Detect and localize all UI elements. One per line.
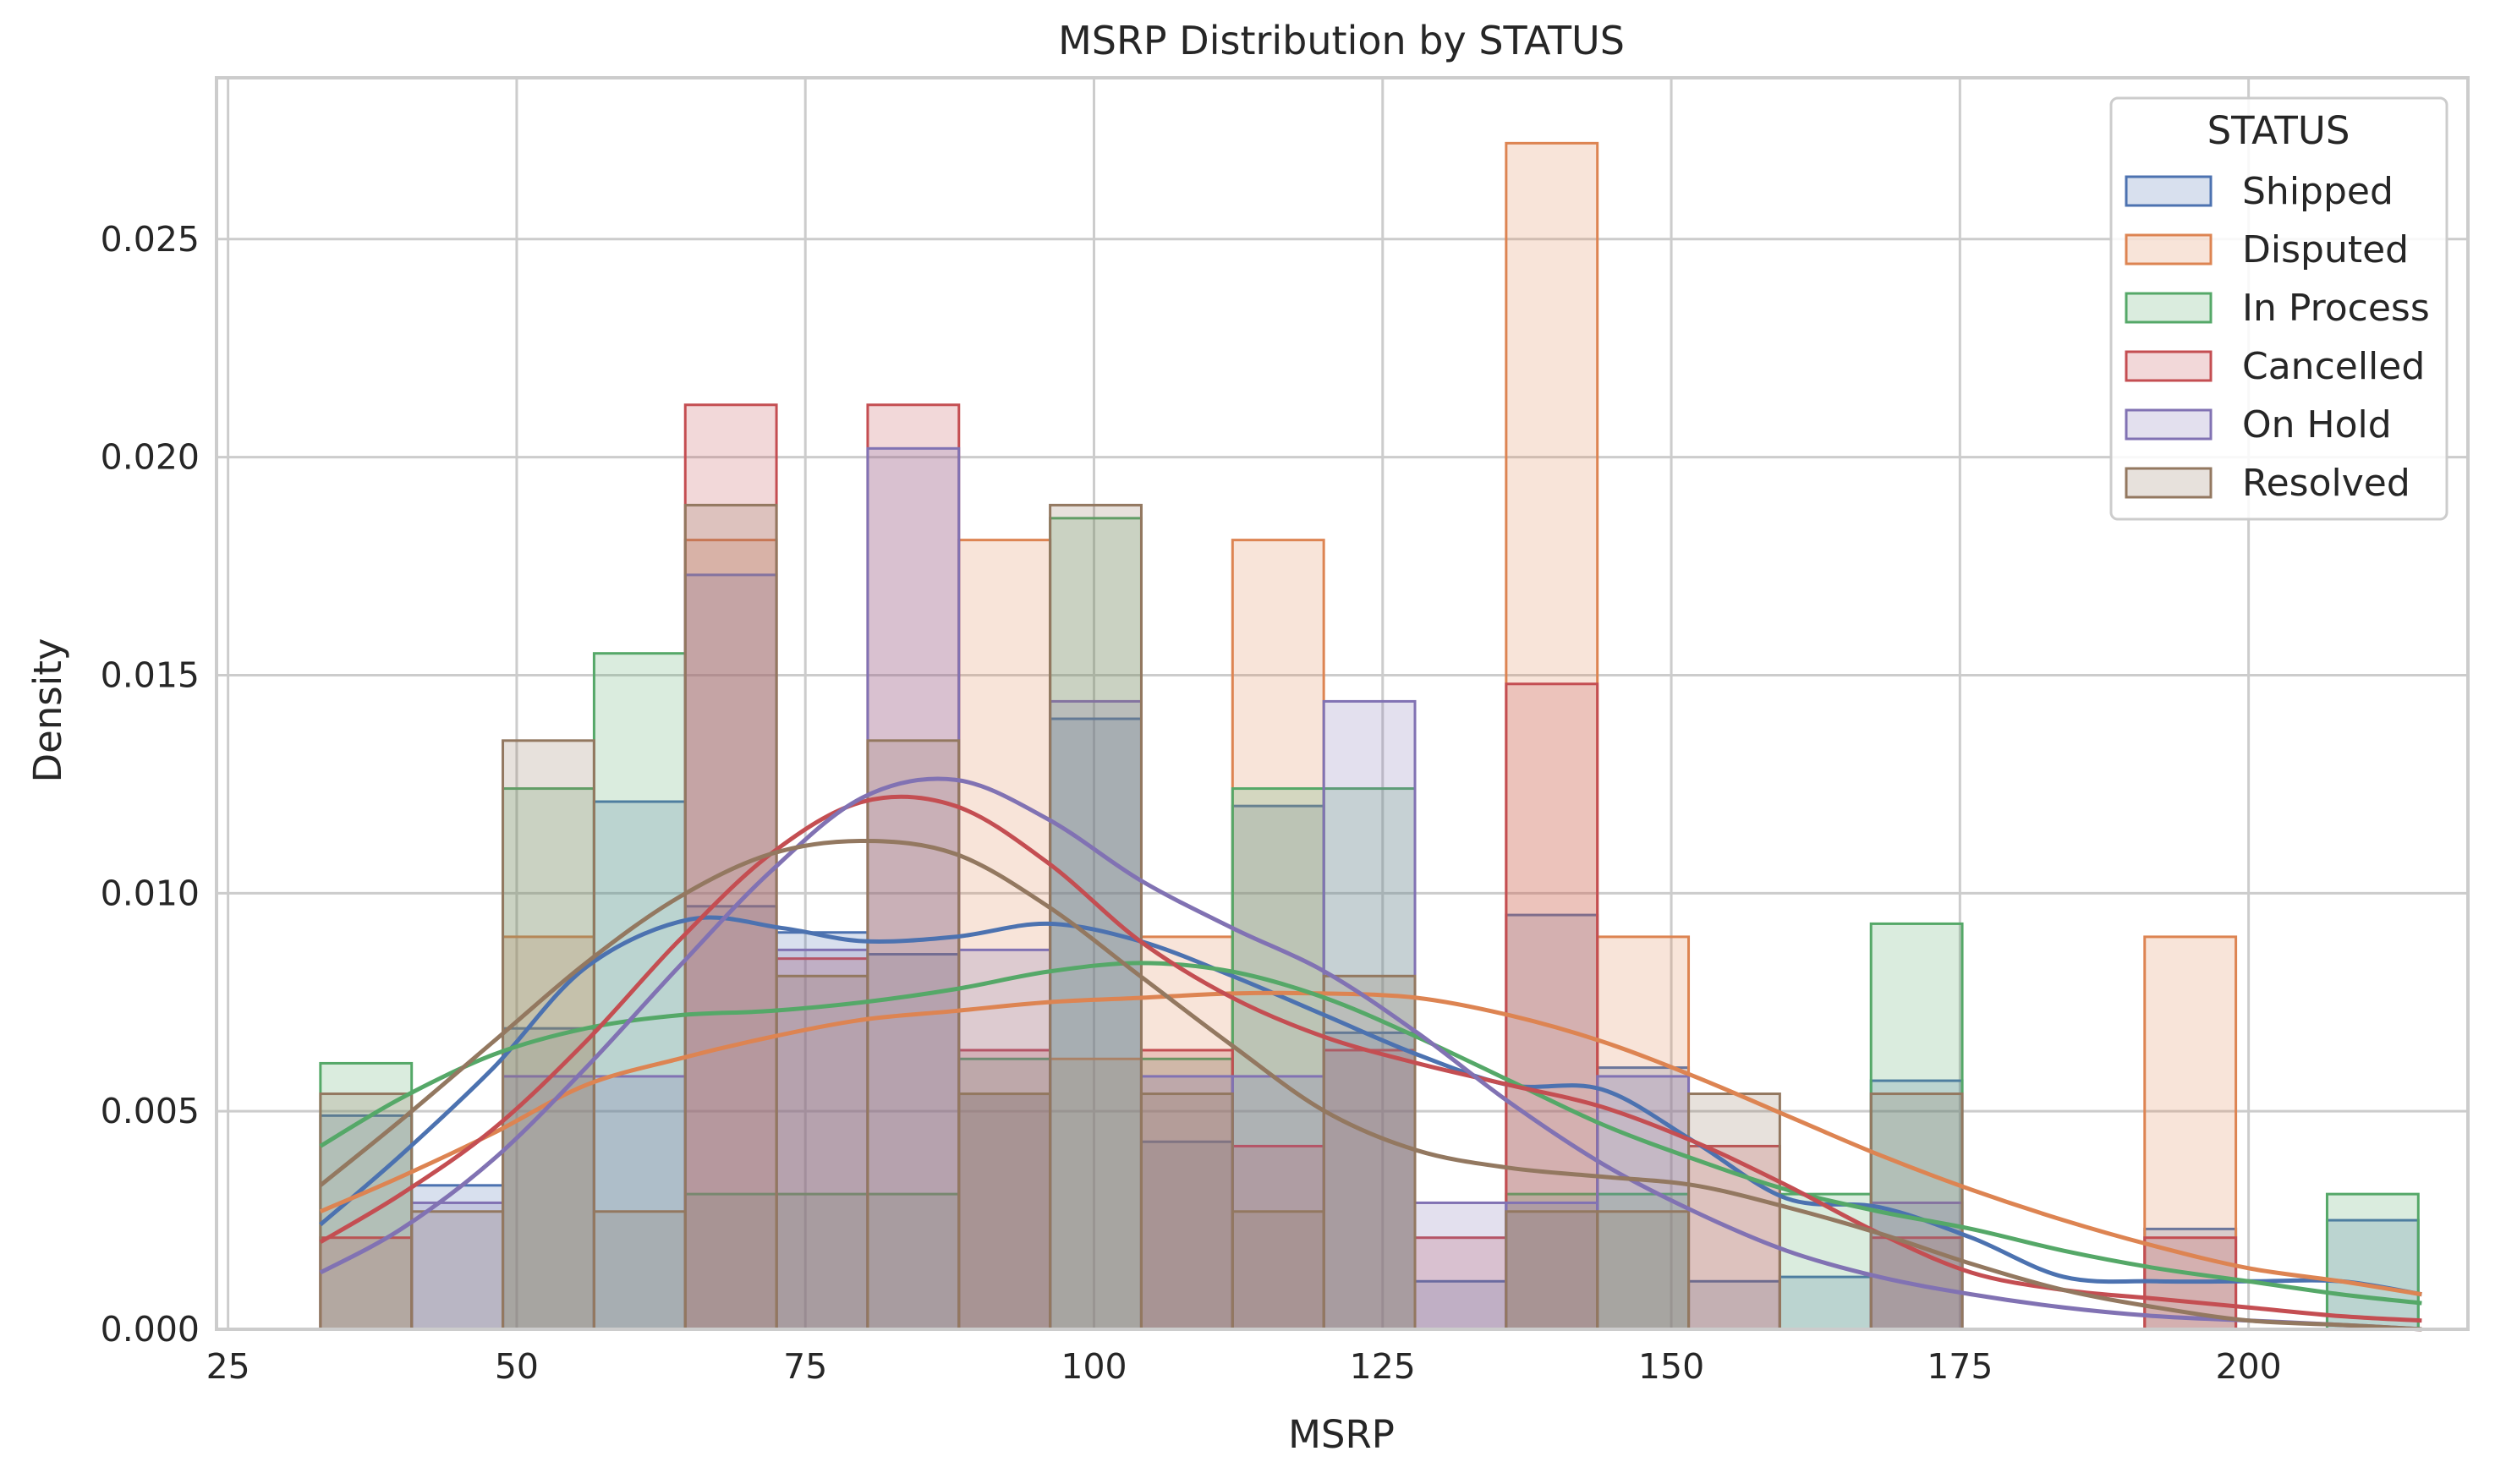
histogram-bar [1413, 1201, 1508, 1331]
histogram-bar [410, 1201, 505, 1331]
y-tick-label: 0.010 [101, 873, 200, 913]
x-tick-label: 175 [1927, 1346, 1993, 1387]
histogram-bar [410, 1210, 505, 1331]
histogram-bar [1139, 1075, 1234, 1331]
histogram-bar [957, 1057, 1052, 1331]
y-tick-label: 0.000 [101, 1309, 200, 1350]
legend-swatch [2125, 175, 2213, 207]
legend-item: In Process [2125, 287, 2430, 330]
histogram-bar [502, 787, 595, 1331]
x-axis-title: MSRP [1288, 1412, 1395, 1457]
histogram-bar [1139, 1092, 1234, 1331]
histogram-bar [1049, 699, 1143, 1331]
histogram-bar [1505, 1192, 1599, 1331]
histogram-bar [866, 446, 961, 1331]
histogram-bar [1596, 1210, 1691, 1331]
plot-frame [215, 76, 2470, 1331]
legend-label: On Hold [2242, 403, 2392, 446]
histogram-bar [683, 573, 778, 1331]
legend-swatch [2125, 350, 2213, 382]
histogram-bar [1139, 1049, 1234, 1331]
histogram-bars [319, 141, 2420, 1331]
histogram-bar [1687, 1092, 1781, 1331]
histogram-bar [1139, 1057, 1234, 1331]
x-tick-label: 75 [783, 1346, 827, 1387]
legend-swatch [2125, 292, 2213, 324]
histogram-bar [502, 739, 595, 1331]
histogram-bar [683, 539, 778, 1331]
histogram-bar [1231, 804, 1325, 1331]
legend-swatch [2125, 408, 2213, 441]
kde-line-shipped [319, 915, 2422, 1297]
histogram-bar [1505, 682, 1599, 1331]
legend-label: Resolved [2242, 462, 2410, 505]
histogram-bar [866, 739, 961, 1331]
y-tick-label: 0.025 [101, 219, 200, 260]
y-tick-label: 0.020 [101, 437, 200, 478]
y-tick-label: 0.005 [101, 1091, 200, 1131]
histogram-bar [2325, 1192, 2420, 1331]
legend-label: In Process [2242, 287, 2430, 330]
legend-items: Shipped Disputed In Process Cancelled On Hol… [2125, 170, 2430, 505]
histogram-bar [1139, 935, 1234, 1331]
legend: STATUS Shipped Disputed In Process Cancelle… [2109, 96, 2448, 521]
histogram-bar [775, 974, 869, 1331]
legend-item: Resolved [2125, 462, 2410, 505]
histogram-bar [1687, 1279, 1781, 1331]
legend-item: On Hold [2125, 403, 2392, 446]
histogram-bar [1231, 1210, 1325, 1331]
x-tick-label: 125 [1350, 1346, 1416, 1387]
histogram-bar [775, 957, 869, 1331]
legend-label: Cancelled [2242, 345, 2425, 388]
bars-in-process [319, 517, 2420, 1331]
x-tick-label: 200 [2215, 1346, 2281, 1387]
y-axis-title: Density [25, 638, 70, 782]
legend-item: Cancelled [2125, 345, 2425, 388]
kde-line-on-hold [319, 776, 2422, 1332]
histogram-bar [1596, 1192, 1691, 1331]
histogram-bar [1869, 922, 1964, 1331]
bars-shipped [319, 717, 2420, 1331]
legend-title: STATUS [2207, 108, 2350, 153]
kde-curves [319, 776, 2422, 1332]
legend-item: Shipped [2125, 170, 2394, 213]
legend-box [2109, 96, 2448, 521]
x-tick-label: 100 [1061, 1346, 1127, 1387]
histogram-bar [592, 1210, 687, 1331]
legend-swatch [2125, 467, 2213, 499]
kde-line-resolved [319, 838, 2422, 1332]
chart-title: MSRP Distribution by STATUS [1058, 18, 1625, 63]
x-tick-label: 150 [1638, 1346, 1704, 1387]
legend-label: Shipped [2242, 170, 2394, 213]
histogram-bar [1049, 1057, 1143, 1331]
histogram-bar [775, 931, 869, 1331]
kde-line-in-process [319, 961, 2422, 1306]
x-tick-label: 25 [206, 1346, 250, 1387]
legend-item: Disputed [2125, 228, 2409, 271]
x-tick-label: 50 [495, 1346, 539, 1387]
tick-labels: 25 50 75 100 125 150 175 200 0.000 0.005 0.010 0.01… [101, 219, 2282, 1387]
histogram-bar [1505, 1210, 1599, 1331]
legend-label: Disputed [2242, 228, 2409, 271]
y-tick-label: 0.015 [101, 654, 200, 695]
histogram-bar [957, 1092, 1052, 1331]
histogram-bar [592, 652, 687, 1331]
legend-swatch [2125, 233, 2213, 266]
histogram-bar [1049, 717, 1143, 1331]
